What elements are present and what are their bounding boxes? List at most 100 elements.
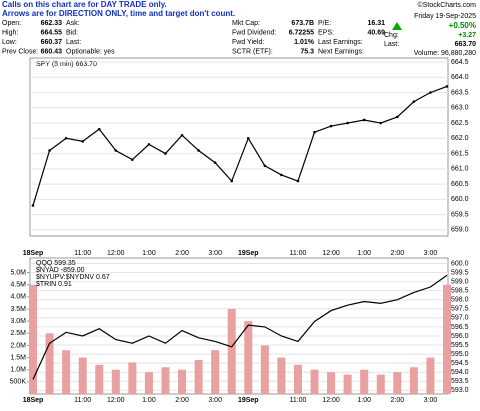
x-tick-label: 11:00 <box>74 250 91 257</box>
x-tick-label: 2:00 <box>391 250 405 257</box>
label: Last: <box>384 41 399 48</box>
x-tick-label: 18Sep <box>23 397 44 404</box>
y-tick-label: 662.0 <box>451 135 469 142</box>
legend-entry: QQQ 599.35 <box>36 260 76 267</box>
y2-tick-label: 594.0 <box>451 369 469 376</box>
volume-bar <box>144 372 153 394</box>
label: Chg: <box>384 32 399 39</box>
value: 16.31 <box>367 20 385 27</box>
x-tick-label: 11:00 <box>289 397 306 404</box>
y-tick-label: 664.0 <box>451 74 469 81</box>
price-point <box>346 121 349 125</box>
value: EPS: <box>318 29 334 36</box>
volume-bar <box>310 369 319 394</box>
value: 664.55 <box>41 29 63 36</box>
legend-entry: $NYAD -859.00 <box>36 267 85 274</box>
price-point <box>64 136 68 140</box>
value: 660.37 <box>41 39 63 46</box>
price-point <box>280 173 283 177</box>
x-tick-label: 2:00 <box>175 250 189 257</box>
y-tick-label: 1.5M <box>10 354 26 361</box>
value: SCTR (ETF): <box>232 48 273 55</box>
volume-bar <box>161 367 170 394</box>
volume-bar <box>376 374 385 394</box>
volume-bar <box>178 369 187 394</box>
value: Fwd Yield: <box>232 39 264 46</box>
price-point <box>97 127 101 131</box>
label: Last: <box>66 39 81 46</box>
label: Bid: <box>66 29 78 36</box>
x-tick-label: 11:00 <box>74 397 91 404</box>
x-tick-label: 3:00 <box>208 397 222 404</box>
y-tick-label: 5.0M <box>10 269 26 276</box>
y-tick-label: 3.5M <box>10 306 26 313</box>
label: Ask: <box>66 20 80 27</box>
price-point <box>81 140 84 143</box>
y2-tick-label: 593.5 <box>451 378 469 385</box>
price-point <box>313 130 316 134</box>
price-point <box>445 85 449 88</box>
x-tick-label: 19Sep <box>238 250 259 257</box>
volume: Volume: 96,880,280 <box>414 50 476 57</box>
price-point <box>296 179 300 183</box>
y2-tick-label: 595.5 <box>451 342 469 349</box>
y-tick-label: 500K <box>10 379 27 386</box>
price-point <box>412 100 416 103</box>
value: +3.27 <box>458 32 476 39</box>
volume-bar <box>393 372 402 394</box>
x-tick-label: 12:00 <box>322 250 340 257</box>
y2-tick-label: 593.0 <box>451 387 469 394</box>
y-tick-label: 3.0M <box>10 318 26 325</box>
date: Friday 19-Sep-2025 <box>414 13 476 20</box>
volume-bar <box>409 367 418 394</box>
qqq-line <box>32 274 448 380</box>
note: Arrows are for DIRECTION ONLY, time and … <box>2 9 235 18</box>
volume-bar <box>62 350 71 394</box>
value: 663.70 <box>455 41 477 48</box>
panel <box>29 57 449 237</box>
y-tick-label: 1.0M <box>10 367 26 374</box>
label: 75.3 <box>300 48 314 55</box>
y-tick-label: 661.0 <box>451 166 469 173</box>
label: 1.01% <box>294 39 315 46</box>
volume-bar <box>111 369 120 394</box>
volume-bar <box>194 360 203 394</box>
x-tick-label: 3:00 <box>424 250 438 257</box>
x-tick-label: 18Sep <box>23 250 44 257</box>
price-point <box>131 158 134 161</box>
price-point <box>246 136 250 140</box>
y-tick-label: 4.5M <box>10 282 26 289</box>
volume-bar <box>360 369 369 394</box>
price-point <box>263 164 267 168</box>
x-tick-label: 1:00 <box>357 397 371 404</box>
x-tick-label: 12:00 <box>107 250 125 257</box>
y-tick-label: 660.0 <box>451 196 469 203</box>
volume-bar <box>443 284 451 394</box>
y-tick-label: 659.5 <box>451 211 469 218</box>
y-tick-label: 4.0M <box>10 294 26 301</box>
label: Low: <box>2 39 17 46</box>
volume-bar <box>211 350 220 394</box>
price-point <box>197 149 200 152</box>
x-tick-label: 11:00 <box>289 250 306 257</box>
y2-tick-label: 599.5 <box>451 269 469 276</box>
price-point <box>362 118 366 122</box>
x-tick-label: 1:00 <box>142 250 156 257</box>
price-point <box>429 91 432 94</box>
y2-tick-label: 599.0 <box>451 278 469 285</box>
label: 6.72255 <box>289 29 314 36</box>
value: Next Earnings: <box>318 48 364 55</box>
volume-bar <box>244 321 253 394</box>
note: Calls on this chart are for DAY TRADE on… <box>2 0 167 9</box>
x-tick-label: 3:00 <box>424 397 438 404</box>
y-tick-label: 661.5 <box>451 150 469 157</box>
price-point <box>379 121 383 125</box>
y-tick-label: 663.0 <box>451 105 469 112</box>
y2-tick-label: 596.5 <box>451 324 469 331</box>
price-point <box>147 143 151 146</box>
y2-tick-label: 595.0 <box>451 351 469 358</box>
price-point <box>31 204 35 207</box>
y-tick-label: 662.5 <box>451 120 469 127</box>
